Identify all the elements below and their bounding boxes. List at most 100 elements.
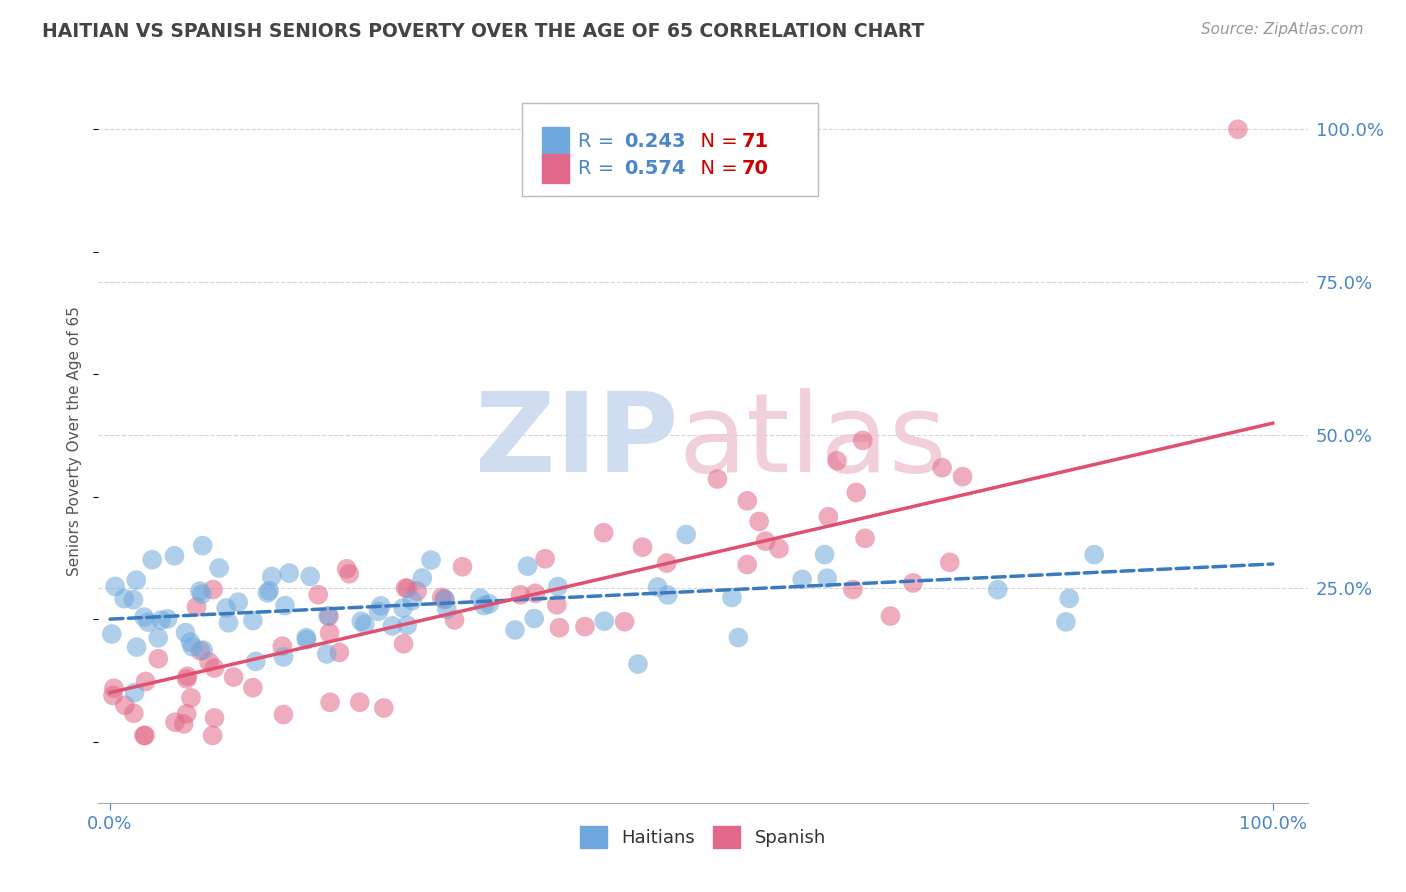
Point: [931, 460, 953, 475]
Point: [721, 591, 744, 605]
Point: [1057, 591, 1080, 606]
Point: [295, 631, 318, 645]
Text: atlas: atlas: [679, 388, 948, 495]
Point: [179, 635, 201, 649]
Text: ZIP: ZIP: [475, 388, 679, 495]
Point: [647, 580, 669, 594]
Point: [278, 566, 301, 580]
Point: [523, 611, 546, 625]
Point: [328, 645, 350, 659]
Point: [215, 601, 238, 615]
Point: [1083, 548, 1105, 562]
Point: [190, 644, 212, 658]
Point: [114, 698, 136, 713]
Point: [193, 643, 215, 657]
Point: [509, 588, 531, 602]
FancyBboxPatch shape: [522, 103, 818, 196]
Point: [655, 556, 678, 570]
Point: [503, 623, 526, 637]
Point: [516, 559, 538, 574]
Text: N =: N =: [689, 132, 745, 151]
Point: [392, 601, 415, 615]
Point: [406, 584, 429, 599]
Point: [852, 434, 875, 448]
Point: [134, 728, 156, 742]
Bar: [543, 154, 569, 183]
Point: [174, 625, 197, 640]
Point: [260, 569, 283, 583]
Point: [396, 618, 419, 632]
Point: [792, 573, 814, 587]
Point: [433, 591, 456, 606]
Point: [392, 637, 415, 651]
Point: [132, 610, 155, 624]
Point: [548, 621, 571, 635]
Point: [103, 681, 125, 696]
Text: Source: ZipAtlas.com: Source: ZipAtlas.com: [1201, 22, 1364, 37]
Point: [472, 599, 495, 613]
Point: [122, 592, 145, 607]
Point: [952, 469, 974, 483]
Text: 70: 70: [742, 159, 769, 178]
Point: [370, 599, 392, 613]
Point: [853, 532, 876, 546]
Point: [202, 661, 225, 675]
Point: [163, 549, 186, 563]
Point: [222, 670, 245, 684]
Point: [245, 655, 267, 669]
Point: [396, 582, 419, 596]
Point: [443, 613, 465, 627]
Point: [242, 681, 264, 695]
Point: [706, 472, 728, 486]
Text: 0.574: 0.574: [624, 159, 686, 178]
Point: [546, 598, 568, 612]
Point: [150, 613, 173, 627]
Point: [318, 609, 340, 624]
Point: [987, 582, 1010, 597]
Point: [132, 728, 155, 742]
Point: [295, 632, 318, 647]
Point: [349, 695, 371, 709]
Point: [176, 669, 198, 683]
Point: [381, 619, 404, 633]
Point: [879, 609, 901, 624]
Point: [613, 615, 636, 629]
Point: [593, 614, 616, 628]
Point: [524, 586, 547, 600]
Point: [845, 485, 868, 500]
Point: [180, 690, 202, 705]
Point: [316, 609, 339, 624]
Point: [176, 706, 198, 721]
Point: [124, 685, 146, 699]
Text: 71: 71: [742, 132, 769, 151]
Point: [411, 571, 433, 585]
Point: [112, 591, 135, 606]
Point: [204, 711, 226, 725]
Point: [122, 706, 145, 721]
Point: [186, 599, 208, 614]
Point: [754, 534, 776, 549]
Point: [217, 615, 239, 630]
Point: [1054, 615, 1077, 629]
Point: [627, 657, 650, 671]
Point: [815, 571, 838, 585]
Point: [148, 651, 170, 665]
Point: [353, 617, 375, 632]
Point: [148, 631, 170, 645]
Text: 0.243: 0.243: [624, 132, 686, 151]
Point: [307, 588, 329, 602]
Point: [135, 674, 157, 689]
Point: [315, 647, 337, 661]
Point: [101, 689, 124, 703]
Point: [367, 604, 389, 618]
Point: [242, 614, 264, 628]
Point: [631, 540, 654, 554]
Point: [318, 626, 340, 640]
Point: [299, 569, 322, 583]
Y-axis label: Seniors Poverty Over the Age of 65: Seniors Poverty Over the Age of 65: [67, 307, 83, 576]
Point: [675, 527, 697, 541]
Point: [259, 583, 281, 598]
Point: [156, 612, 179, 626]
Point: [574, 619, 596, 633]
Point: [125, 573, 148, 587]
